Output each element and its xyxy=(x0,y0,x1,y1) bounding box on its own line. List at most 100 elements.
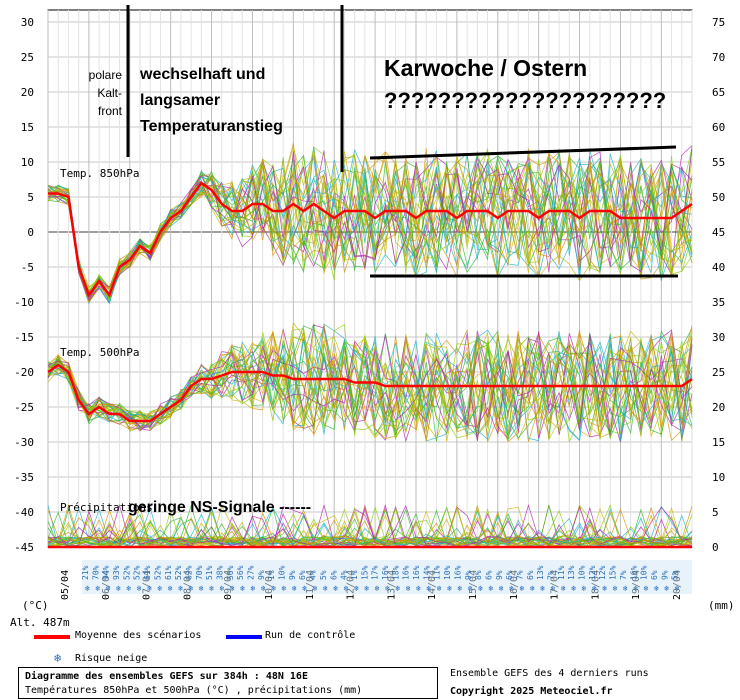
left-tick-label: -35 xyxy=(14,471,34,484)
left-tick-label: 0 xyxy=(27,226,34,239)
footer-title-box: Diagramme des ensembles GEFS sur 384h : … xyxy=(18,667,438,699)
left-tick-label: -15 xyxy=(14,331,34,344)
snow-risk-value: 15% xyxy=(360,565,369,580)
snow-risk-value: 7% xyxy=(547,570,556,580)
snow-risk-value: 9% xyxy=(464,570,473,580)
snow-risk-value: 27% xyxy=(247,565,256,580)
snow-risk-value: 11% xyxy=(433,565,442,580)
snow-risk-value: 52% xyxy=(174,565,183,580)
snow-risk-flake: ❄ xyxy=(437,584,442,593)
snow-risk-value: 1% xyxy=(267,570,276,580)
snow-risk-flake: ❄ xyxy=(188,584,193,593)
snow-risk-flake: ❄ xyxy=(457,584,462,593)
left-tick-label: 5 xyxy=(27,191,34,204)
left-tick-label: 30 xyxy=(21,16,34,29)
snow-risk-value: 7% xyxy=(515,570,524,580)
snow-risk-flake: ❄ xyxy=(488,584,493,593)
snow-risk-flake: ❄ xyxy=(282,584,287,593)
left-tick-label: -5 xyxy=(21,261,34,274)
snow-risk-flake: ❄ xyxy=(364,584,369,593)
snow-risk-value: 4% xyxy=(309,570,318,580)
snow-risk-value: 1% xyxy=(350,570,359,580)
snow-risk-flake: ❄ xyxy=(85,584,90,593)
snow-risk-flake: ❄ xyxy=(602,584,607,593)
snow-risk-value: 61% xyxy=(164,565,173,580)
snow-risk-flake: ❄ xyxy=(230,584,235,593)
snow-risk-value: 62% xyxy=(184,565,193,580)
snow-risk-flake: ❄ xyxy=(406,584,411,593)
left-unit-label: (°C) xyxy=(22,599,49,612)
snow-risk-value: 12% xyxy=(598,565,607,580)
snow-risk-flake: ❄ xyxy=(551,584,556,593)
easter-title: Karwoche / Ostern xyxy=(384,55,587,81)
left-tick-label: 20 xyxy=(21,86,34,99)
member-line-t850 xyxy=(47,151,693,294)
member-line-t500 xyxy=(47,324,693,444)
left-tick-label: 25 xyxy=(21,51,34,64)
precip-note: geringe NS-Signale ------ xyxy=(128,499,311,516)
right-tick-label: 15 xyxy=(712,436,725,449)
snow-risk-value: 70% xyxy=(91,565,100,580)
snow-risk-flake: ❄ xyxy=(540,584,545,593)
member-line-precip xyxy=(47,504,693,547)
snow-risk-flake: ❄ xyxy=(654,584,659,593)
snow-risk-flake: ❄ xyxy=(219,584,224,593)
snow-risk-value: 16% xyxy=(453,565,462,580)
ensemble-note: Ensemble GEFS des 4 derniers runs xyxy=(450,668,649,679)
snow-risk-value: 9% xyxy=(257,570,266,580)
member-line-precip xyxy=(47,508,693,548)
snow-risk-flake: ❄ xyxy=(385,584,390,593)
snow-risk-value: 9% xyxy=(660,570,669,580)
snow-risk-flake: ❄ xyxy=(333,584,338,593)
left-tick-label: -30 xyxy=(14,436,34,449)
easter-question: ????????????????????? xyxy=(384,88,666,113)
snow-risk-value: 52% xyxy=(153,565,162,580)
member-line-precip xyxy=(47,506,693,548)
snow-risk-flake: ❄ xyxy=(509,584,514,593)
snow-risk-value: 8% xyxy=(474,570,483,580)
snow-risk-flake: ❄ xyxy=(571,584,576,593)
snow-risk-value: 6% xyxy=(505,570,514,580)
snow-risk-band xyxy=(82,560,692,594)
snow-risk-flake: ❄ xyxy=(582,584,587,593)
cold-front-text: Kalt- xyxy=(97,86,122,100)
snow-risk-value: 6% xyxy=(526,570,535,580)
snow-risk-value: 94% xyxy=(102,565,111,580)
snow-risk-flake: ❄ xyxy=(323,584,328,593)
snow-risk-value: 52% xyxy=(133,565,142,580)
snow-risk-flake: ❄ xyxy=(302,584,307,593)
snow-risk-flake: ❄ xyxy=(313,584,318,593)
snow-risk-value: 5% xyxy=(671,570,680,580)
legend-snow-label: Risque neige xyxy=(75,653,148,664)
member-line-t500 xyxy=(47,323,693,440)
snow-risk-value: 10% xyxy=(578,565,587,580)
snow-risk-value: 4% xyxy=(340,570,349,580)
snow-risk-flake: ❄ xyxy=(95,584,100,593)
right-tick-label: 5 xyxy=(712,506,719,519)
legend-control-swatch xyxy=(226,635,262,639)
mean-line-t850 xyxy=(48,181,693,298)
right-tick-label: 55 xyxy=(712,156,725,169)
snow-risk-strip: 21%❄70%❄94%❄93%❄52%❄52%❄61%❄52%❄61%❄52%❄… xyxy=(81,560,692,594)
legend-control-label: Run de contrôle xyxy=(265,630,356,641)
snow-risk-flake: ❄ xyxy=(499,584,504,593)
snow-risk-value: 14% xyxy=(422,565,431,580)
member-line-precip xyxy=(47,518,693,547)
snow-risk-value: 16% xyxy=(402,565,411,580)
right-tick-label: 30 xyxy=(712,331,725,344)
left-tick-label: 10 xyxy=(21,156,34,169)
snow-risk-value: 10% xyxy=(443,565,452,580)
snow-risk-value: 51% xyxy=(205,565,214,580)
snow-risk-value: 10% xyxy=(640,565,649,580)
right-tick-label: 45 xyxy=(712,226,725,239)
snow-risk-flake: ❄ xyxy=(209,584,214,593)
snow-risk-value: 52% xyxy=(122,565,131,580)
snow-risk-flake: ❄ xyxy=(292,584,297,593)
right-unit-label: (mm) xyxy=(708,599,735,612)
left-tick-label: -40 xyxy=(14,506,34,519)
snow-risk-flake: ❄ xyxy=(199,584,204,593)
snow-risk-value: 10% xyxy=(278,565,287,580)
left-tick-label: -45 xyxy=(14,541,34,554)
t500-panel-label: Temp. 500hPa xyxy=(60,346,139,359)
snow-risk-value: 9% xyxy=(495,570,504,580)
